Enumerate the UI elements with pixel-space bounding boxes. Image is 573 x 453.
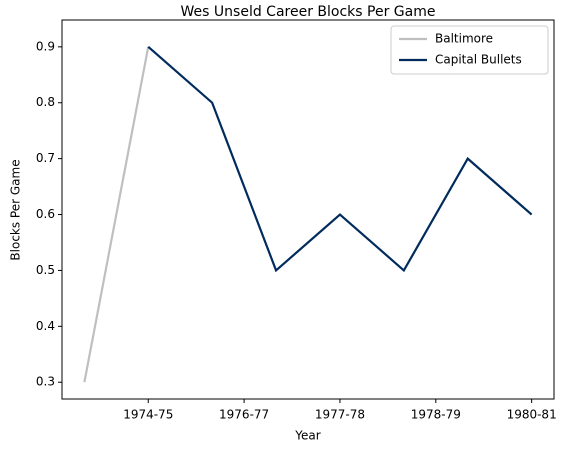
x-tick-label: 1980-81 bbox=[507, 408, 557, 422]
legend-box bbox=[390, 25, 549, 75]
y-tick-label: 0.4 bbox=[36, 319, 55, 333]
legend-label: Baltimore bbox=[435, 32, 493, 46]
y-tick-label: 0.5 bbox=[36, 263, 55, 277]
line-series bbox=[147, 46, 533, 273]
y-axis-label: Blocks Per Game bbox=[9, 159, 23, 260]
y-tick-label: 0.7 bbox=[36, 151, 55, 165]
x-axis-label: Year bbox=[294, 429, 320, 443]
y-tick-label: 0.3 bbox=[36, 375, 55, 389]
plot-frame bbox=[61, 19, 555, 400]
legend-label: Capital Bullets bbox=[435, 53, 522, 67]
line-series bbox=[83, 46, 150, 383]
y-tick-label: 0.8 bbox=[36, 95, 55, 109]
x-tick-label: 1976-77 bbox=[219, 408, 269, 422]
y-tick-label: 0.6 bbox=[36, 207, 55, 221]
x-tick-label: 1974-75 bbox=[123, 408, 173, 422]
x-tick-label: 1978-79 bbox=[411, 408, 461, 422]
chart-title: Wes Unseld Career Blocks Per Game bbox=[181, 4, 436, 20]
x-tick-label: 1977-78 bbox=[315, 408, 365, 422]
y-tick-label: 0.9 bbox=[36, 39, 55, 53]
